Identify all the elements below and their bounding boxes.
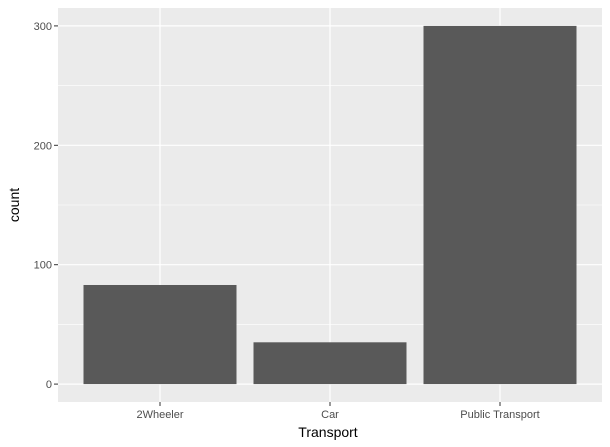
x-tick-label: Public Transport [460, 409, 539, 421]
y-axis-title: count [6, 188, 22, 222]
x-axis-title: Transport [298, 424, 358, 440]
x-axis: 2Wheeler Car Public Transport [136, 402, 540, 421]
y-tick-label: 200 [34, 140, 52, 152]
y-axis: 0 100 200 300 [34, 21, 58, 391]
bar-public-transport [423, 25, 577, 385]
bar-car [253, 342, 407, 385]
bar-2wheeler [83, 284, 237, 385]
x-tick-label: 2Wheeler [136, 409, 183, 421]
x-tick-label: Car [321, 409, 339, 421]
y-tick-label: 300 [34, 21, 52, 33]
y-tick-label: 0 [46, 379, 52, 391]
bars [83, 25, 577, 385]
y-tick-label: 100 [34, 260, 52, 272]
